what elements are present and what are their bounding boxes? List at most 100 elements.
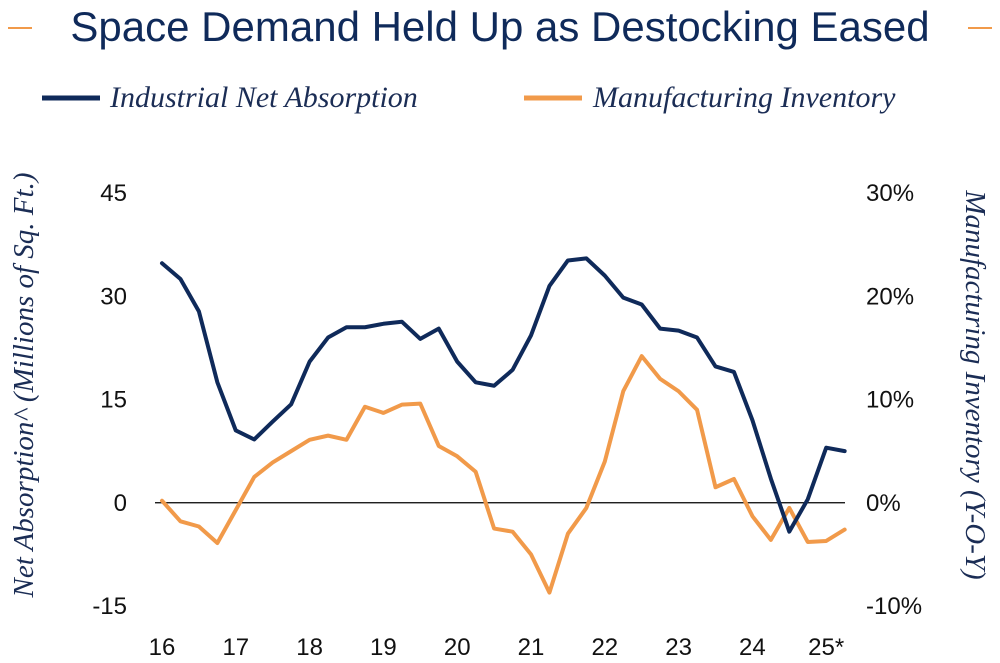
absorption-point: [345, 325, 349, 329]
left-tick-label: -15: [92, 593, 127, 620]
absorption-point: [584, 256, 588, 260]
absorption-point: [308, 360, 312, 364]
legend-label-inventory: Manufacturing Inventory: [592, 81, 896, 114]
absorption-point: [252, 437, 256, 441]
absorption-point: [418, 337, 422, 341]
inventory-point: [714, 485, 718, 489]
inventory-point: [474, 470, 478, 474]
inventory-point: [326, 434, 330, 438]
absorption-point: [658, 327, 662, 331]
inventory-point: [345, 438, 349, 442]
inventory-point: [603, 459, 607, 463]
inventory-point: [363, 405, 367, 409]
inventory-point: [677, 389, 681, 393]
inventory-point: [437, 444, 441, 448]
absorption-point: [160, 261, 164, 265]
inventory-point: [160, 499, 164, 503]
right-axis-title: Manufacturing Inventory (Y-O-Y): [959, 189, 991, 579]
inventory-point: [695, 408, 699, 412]
left-tick-label: 15: [100, 387, 127, 414]
absorption-point: [197, 309, 201, 313]
absorption-point: [529, 333, 533, 337]
right-tick-label: 10%: [866, 387, 914, 414]
x-tick-label: 23: [665, 634, 692, 661]
inventory-point: [529, 552, 533, 556]
inventory-point: [252, 475, 256, 479]
inventory-point: [289, 449, 293, 453]
inventory-point: [769, 538, 773, 542]
x-tick-label: 20: [444, 634, 471, 661]
x-tick-label: 17: [222, 634, 249, 661]
absorption-point: [492, 384, 496, 388]
inventory-point: [824, 539, 828, 543]
series-line-manufacturing-inventory: [160, 354, 847, 595]
right-tick-label: 0%: [866, 490, 901, 517]
inventory-point: [566, 532, 570, 536]
inventory-point: [271, 460, 275, 464]
absorption-point: [843, 449, 847, 453]
inventory-point: [750, 514, 754, 518]
absorption-point: [474, 380, 478, 384]
absorption-point: [603, 274, 607, 278]
right-tick-label: 30%: [866, 180, 914, 207]
x-tick-label: 21: [518, 634, 545, 661]
inventory-point: [547, 591, 551, 595]
x-tick-label: 24: [739, 634, 766, 661]
absorption-point: [769, 477, 773, 481]
absorption-point: [326, 336, 330, 340]
inventory-point: [308, 438, 312, 442]
absorption-point: [271, 420, 275, 424]
inventory-point: [787, 506, 791, 510]
left-axis-title: Net Absorption^ (Millions of Sq. Ft.): [8, 173, 40, 599]
inventory-point: [843, 528, 847, 532]
absorption-point: [640, 303, 644, 307]
inventory-point: [381, 411, 385, 415]
absorption-point: [511, 368, 515, 372]
absorption-point: [824, 446, 828, 450]
inventory-point: [806, 540, 810, 544]
absorption-point: [695, 336, 699, 340]
chart-title: Space Demand Held Up as Destocking Eased: [70, 3, 929, 50]
absorption-point: [215, 380, 219, 384]
inventory-point: [492, 527, 496, 531]
absorption-point: [547, 284, 551, 288]
absorption-point: [750, 418, 754, 422]
absorption-point: [437, 327, 441, 331]
inventory-point: [584, 506, 588, 510]
absorption-point: [289, 402, 293, 406]
inventory-point: [234, 508, 238, 512]
inventory-point: [511, 530, 515, 534]
absorption-point: [806, 497, 810, 501]
left-tick-label: 45: [100, 180, 127, 207]
left-axis-ticks: 45 30 15 0 -15: [92, 180, 127, 620]
x-tick-label: 18: [296, 634, 323, 661]
absorption-point: [621, 296, 625, 300]
inventory-point: [621, 389, 625, 393]
inventory-point: [215, 541, 219, 545]
inventory-point: [178, 519, 182, 523]
absorption-point: [566, 258, 570, 262]
absorption-point: [400, 320, 404, 324]
inventory-point: [732, 477, 736, 481]
absorption-point: [381, 322, 385, 326]
right-tick-label: -10%: [866, 593, 922, 620]
legend-label-absorption: Industrial Net Absorption: [109, 81, 418, 114]
inventory-point: [640, 354, 644, 358]
right-tick-label: 20%: [866, 283, 914, 310]
x-tick-label: 25*: [808, 634, 844, 661]
legend: Industrial Net Absorption Manufacturing …: [42, 81, 896, 114]
right-axis-ticks: 30% 20% 10% 0% -10%: [866, 180, 922, 620]
series-line-industrial-net-absorption: [160, 256, 847, 534]
absorption-point: [178, 277, 182, 281]
inventory-point: [418, 402, 422, 406]
x-tick-label: 19: [370, 634, 397, 661]
inventory-point: [658, 377, 662, 381]
absorption-point: [677, 329, 681, 333]
absorption-point: [455, 360, 459, 364]
inventory-point: [400, 403, 404, 407]
absorption-point: [787, 530, 791, 534]
x-tick-label: 16: [149, 634, 176, 661]
series-points: [160, 256, 847, 594]
inventory-point: [197, 524, 201, 528]
